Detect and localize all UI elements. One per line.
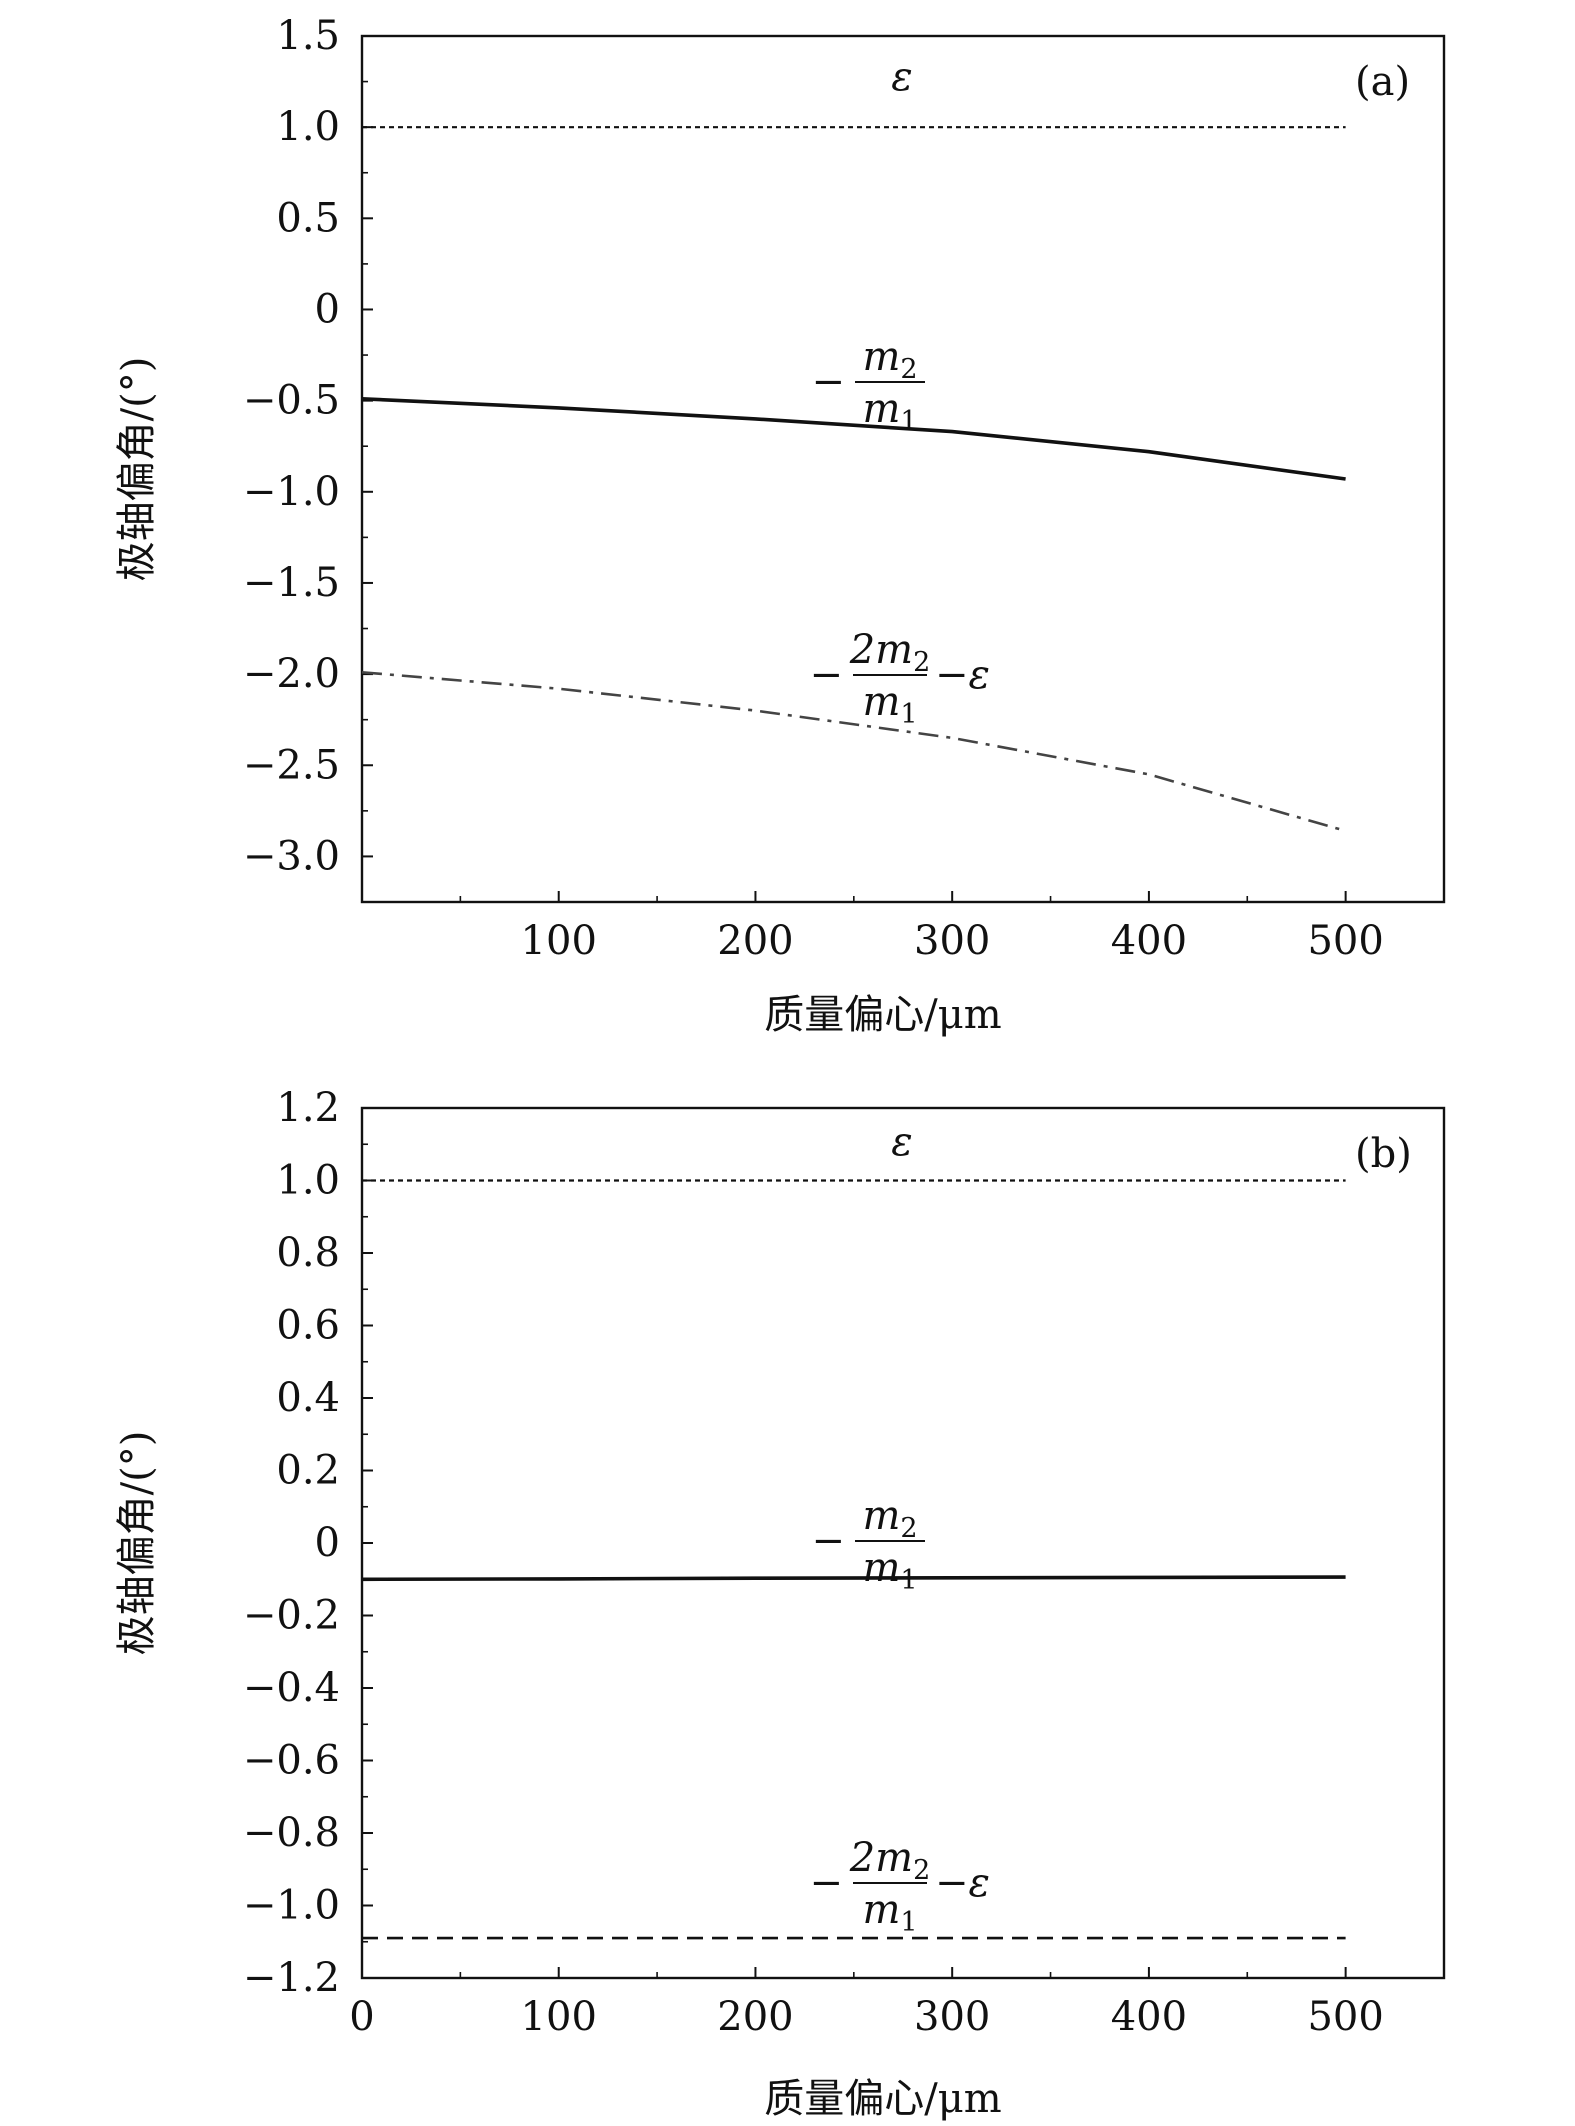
y-tick-label: 1.0: [276, 104, 340, 150]
panel-b: 1.2 1.0 0.8 0.6 0.4 0.2 0 −0.2 −0.4 −0.6 −0.8 −1.0 −…: [114, 1085, 1446, 2122]
series-label-numerator: 2m2: [849, 1835, 931, 1886]
panel-label: (a): [1355, 59, 1410, 105]
numerator-subscript: 2: [913, 647, 930, 678]
numerator-subscript: 2: [900, 1513, 917, 1544]
denominator-subscript: 1: [900, 699, 917, 730]
y-tick-label: 1.5: [276, 13, 340, 59]
series-label-epsilon: ε: [891, 54, 912, 100]
denominator-main: m: [862, 1545, 900, 1591]
denominator-subscript: 1: [900, 1907, 917, 1938]
series-line-neg-2m2-over-m1-minus-epsilon: [361, 671, 1346, 833]
x-tick-label: 100: [521, 1994, 597, 2040]
series-label-numerator: m2: [862, 334, 917, 385]
numerator-main: 2m: [849, 627, 913, 673]
denominator-main: m: [862, 679, 900, 725]
y-axis-title: 极轴偏角/(°): [114, 1431, 160, 1656]
y-tick-label: 0.5: [276, 195, 340, 241]
series-label-numerator: 2m2: [849, 627, 931, 678]
x-axis-title: 质量偏心/μm: [764, 992, 1001, 1038]
y-tick-label: −2.5: [243, 742, 340, 788]
y-tick-label: −3.0: [243, 833, 340, 879]
y-tick-label: 0.4: [276, 1375, 340, 1421]
series-line-neg-m2-over-m1: [361, 397, 1346, 481]
y-tick-label: 0.2: [276, 1448, 340, 1494]
numerator-main: 2m: [849, 1835, 913, 1881]
series-label-epsilon: ε: [891, 1119, 912, 1165]
series-label-denominator: m1: [862, 679, 917, 730]
x-tick-label: 400: [1111, 918, 1187, 964]
series-label-minus: −: [811, 359, 845, 405]
panel-label: (b): [1355, 1131, 1412, 1177]
numerator-main: m: [862, 1493, 900, 1539]
y-tick-label: −1.0: [243, 1883, 340, 1929]
numerator-main: m: [862, 334, 900, 380]
numerator-subscript: 2: [913, 1855, 930, 1886]
plot-frame: [360, 34, 1446, 904]
y-tick-label: −0.2: [243, 1593, 340, 1639]
y-tick-label: 0: [315, 286, 340, 332]
x-tick-label: 300: [914, 918, 990, 964]
series-label-text: ε: [891, 1119, 912, 1165]
y-tick-label: 0.8: [276, 1230, 340, 1276]
series-label-numerator: m2: [862, 1493, 917, 1544]
y-tick-label: −0.5: [243, 378, 340, 424]
y-tick-label: −0.6: [243, 1738, 340, 1784]
x-tick-label: 200: [717, 918, 793, 964]
denominator-main: m: [862, 1887, 900, 1933]
x-axis-title: 质量偏心/μm: [764, 2076, 1001, 2122]
x-tick-label: 300: [914, 1994, 990, 2040]
y-tick-label: 0: [315, 1520, 340, 1566]
y-tick-label: −0.4: [243, 1665, 340, 1711]
x-tick-label: 500: [1307, 1994, 1383, 2040]
series-label-denominator: m1: [862, 386, 917, 437]
series-label-minus: −: [811, 1518, 845, 1564]
denominator-subscript: 1: [900, 1565, 917, 1596]
series-label-denominator: m1: [862, 1887, 917, 1938]
series-label-minus: −: [809, 652, 843, 698]
y-axis-title: 极轴偏角/(°): [114, 357, 160, 582]
y-tick-label: 1.0: [276, 1158, 340, 1204]
series-label-trailing: −ε: [935, 652, 990, 698]
y-tick-label: −0.8: [243, 1810, 340, 1856]
x-tick-label: 500: [1307, 918, 1383, 964]
y-tick-label: 0.6: [276, 1303, 340, 1349]
y-tick-label: 1.2: [276, 1085, 340, 1131]
y-tick-label: −2.0: [243, 651, 340, 697]
x-tick-label: 100: [521, 918, 597, 964]
panel-a: 1.5 1.0 0.5 0 −0.5 −1.0 −1.5 −2.0 −2.5 −3.0 100 200…: [114, 13, 1446, 1038]
y-tick-label: −1.0: [243, 469, 340, 515]
series-label-trailing: −ε: [935, 1860, 990, 1906]
x-tick-label: 0: [349, 1994, 374, 2040]
denominator-main: m: [862, 386, 900, 432]
y-tick-label: −1.5: [243, 560, 340, 606]
series-label-denominator: m1: [862, 1545, 917, 1596]
numerator-subscript: 2: [900, 354, 917, 385]
x-tick-label: 400: [1111, 1994, 1187, 2040]
series-line-neg-m2-over-m1: [361, 1575, 1346, 1582]
denominator-subscript: 1: [900, 406, 917, 437]
series-label-text: ε: [891, 54, 912, 100]
series-label-minus: −: [809, 1860, 843, 1906]
x-tick-label: 200: [717, 1994, 793, 2040]
y-tick-label: −1.2: [243, 1955, 340, 2001]
